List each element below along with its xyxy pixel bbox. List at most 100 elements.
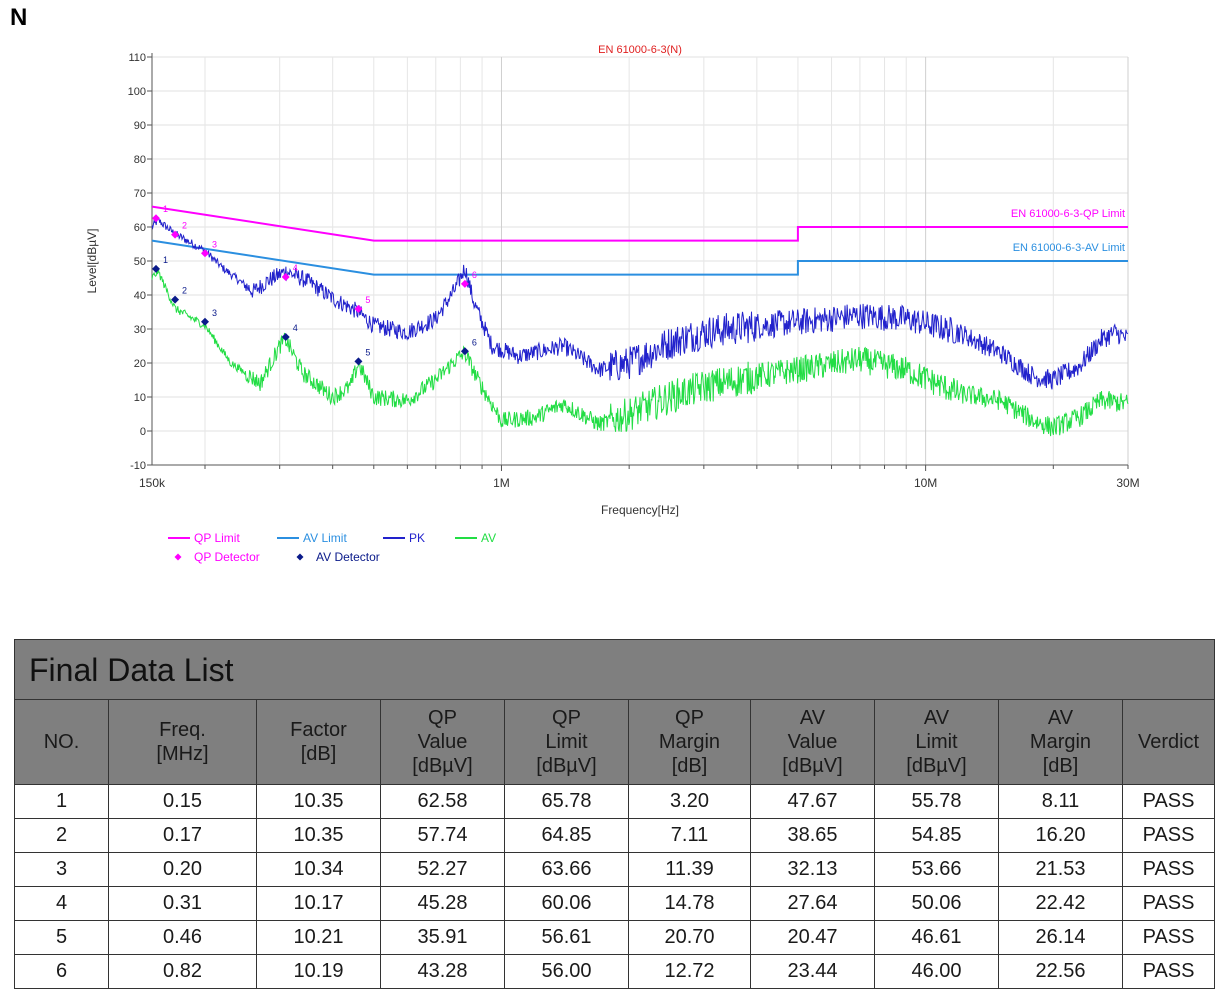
- table-cell: 38.65: [750, 818, 875, 853]
- table-cell: 56.00: [504, 954, 629, 989]
- table-cell: 46.00: [874, 954, 999, 989]
- table-cell: 63.66: [504, 852, 629, 887]
- table-cell: 3: [14, 852, 109, 887]
- axes-layer: [147, 53, 1129, 471]
- table-cell: 35.91: [380, 920, 505, 955]
- legend-label: AV Limit: [303, 531, 347, 545]
- x-tick-label: 10M: [914, 476, 937, 490]
- x-tick-label: 1M: [493, 476, 510, 490]
- qp-marker-label: 2: [182, 221, 187, 231]
- table-cell: 0.20: [108, 852, 257, 887]
- table-cell: 56.61: [504, 920, 629, 955]
- limit-label: EN 61000-6-3-QP Limit: [1011, 208, 1125, 220]
- y-tick-label: 90: [134, 120, 146, 132]
- table-cell: 32.13: [750, 852, 875, 887]
- table-cell: 8.11: [998, 784, 1123, 819]
- table-cell: 6: [14, 954, 109, 989]
- table-cell: 12.72: [628, 954, 751, 989]
- y-tick-label: 100: [128, 86, 146, 98]
- av-marker: [171, 295, 180, 304]
- table-cell: 14.78: [628, 886, 751, 921]
- table-cell: 22.56: [998, 954, 1123, 989]
- qp-marker-label: 3: [212, 239, 217, 249]
- table-cell: 1: [14, 784, 109, 819]
- qp-marker: [460, 279, 469, 288]
- table-cell: 45.28: [380, 886, 505, 921]
- table-cell: 47.67: [750, 784, 875, 819]
- av-marker-label: 6: [472, 337, 477, 347]
- table-cell: 54.85: [874, 818, 999, 853]
- qp-marker: [281, 273, 290, 282]
- table-row: 3 0.20 10.34 52.27 63.66 11.39 32.13 53.66 21.53…: [14, 852, 1216, 887]
- legend-label: QP Limit: [194, 531, 240, 545]
- y-tick-label: 60: [134, 222, 146, 234]
- table-cell: 46.61: [874, 920, 999, 955]
- y-tick-label: 10: [134, 392, 146, 404]
- table-cell: 2: [14, 818, 109, 853]
- table-header-row: NO. Freq. [MHz] Factor [dB] QP Value [dBµV] QP Li…: [14, 699, 1216, 785]
- table-cell: 62.58: [380, 784, 505, 819]
- table-cell: PASS: [1121, 920, 1216, 955]
- av-trace: [151, 267, 1129, 437]
- av-marker: [460, 347, 469, 356]
- limit-line: [151, 205, 1128, 242]
- table-cell: PASS: [1121, 886, 1216, 921]
- av-marker: [281, 333, 290, 342]
- av-marker-label: 2: [182, 286, 187, 296]
- y-tick-label: 50: [134, 256, 146, 268]
- table-row: 2 0.17 10.35 57.74 64.85 7.11 38.65 54.85 16.20 P…: [14, 818, 1216, 853]
- legend-label: QP Detector: [194, 550, 260, 564]
- column-header: QP Value [dBµV]: [380, 699, 505, 785]
- column-header: Factor [dB]: [256, 699, 381, 785]
- table-cell: 0.46: [108, 920, 257, 955]
- table-cell: 27.64: [750, 886, 875, 921]
- table-cell: PASS: [1121, 784, 1216, 819]
- av-marker-label: 1: [163, 255, 168, 265]
- y-tick-label: -10: [130, 460, 146, 472]
- y-tick-label: 0: [140, 426, 146, 438]
- table-cell: 3.20: [628, 784, 751, 819]
- column-header: Verdict: [1121, 699, 1216, 785]
- limit-line: [151, 239, 1128, 276]
- av-marker: [152, 264, 160, 273]
- table-cell: 57.74: [380, 818, 505, 853]
- table-cell: PASS: [1121, 852, 1216, 887]
- table-title: Final Data List: [13, 639, 1216, 700]
- column-header: QP Limit [dBµV]: [504, 699, 629, 785]
- table-cell: 16.20: [998, 818, 1123, 853]
- series-layer: [151, 205, 1129, 437]
- table-cell: 43.28: [380, 954, 505, 989]
- qp-marker-label: 5: [365, 295, 370, 305]
- y-tick-label: 20: [134, 358, 146, 370]
- table-cell: 26.14: [998, 920, 1123, 955]
- emission-chart: -10 0 10 20 30 40 50 60 70 80 90 100 110 150k 1M 10M 30M…: [85, 44, 1140, 564]
- x-tick-label: 150k: [139, 476, 166, 490]
- x-axis-label: Frequency[Hz]: [601, 503, 679, 517]
- y-tick-label: 40: [134, 290, 146, 302]
- table-cell: 10.34: [256, 852, 381, 887]
- qp-marker: [152, 214, 160, 223]
- legend-label: AV Detector: [316, 550, 380, 564]
- table-cell: 10.35: [256, 784, 381, 819]
- legend-label: AV: [481, 531, 496, 545]
- qp-marker: [200, 249, 209, 258]
- table-cell: 4: [14, 886, 109, 921]
- table-cell: 21.53: [998, 852, 1123, 887]
- qp-marker-label: 1: [163, 204, 168, 214]
- table-cell: 64.85: [504, 818, 629, 853]
- table-cell: 0.15: [108, 784, 257, 819]
- legend-label: PK: [409, 531, 425, 545]
- chart-title: EN 61000-6-3(N): [598, 44, 682, 56]
- av-marker-label: 4: [293, 323, 298, 333]
- column-header: AV Value [dBµV]: [750, 699, 875, 785]
- y-tick-label: 80: [134, 154, 146, 166]
- table-cell: 22.42: [998, 886, 1123, 921]
- column-header: AV Margin [dB]: [998, 699, 1123, 785]
- table-cell: 10.19: [256, 954, 381, 989]
- qp-marker: [171, 230, 180, 239]
- table-cell: 0.17: [108, 818, 257, 853]
- av-marker-label: 5: [365, 347, 370, 357]
- table-cell: 55.78: [874, 784, 999, 819]
- table-cell: 0.82: [108, 954, 257, 989]
- table-row: 5 0.46 10.21 35.91 56.61 20.70 20.47 46.61 26.14…: [14, 920, 1216, 955]
